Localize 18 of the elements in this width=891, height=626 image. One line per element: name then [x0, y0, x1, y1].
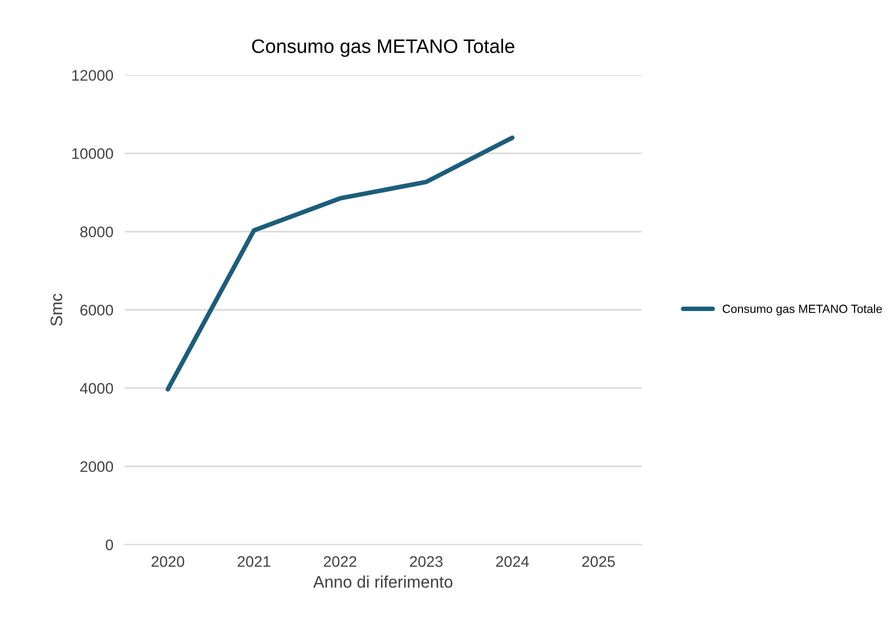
x-tick-label: 2023 — [410, 556, 443, 567]
legend-label: Consumo gas METANO Totale — [722, 304, 882, 316]
y-tick-label: 4000 — [80, 382, 114, 394]
x-axis-title: Anno di riferimento — [313, 576, 452, 588]
x-tick-label: 2022 — [324, 556, 356, 567]
y-tick-label: 2000 — [80, 461, 114, 472]
y-tick-label: 12000 — [72, 70, 114, 81]
chart-title: Consumo gas METANO Totale — [252, 38, 514, 57]
x-tick-label: 2020 — [152, 556, 184, 567]
y-tick-label: 8000 — [80, 226, 114, 238]
x-tick-label: 2024 — [496, 556, 529, 567]
line-series — [166, 135, 515, 392]
x-tick-label: 2025 — [582, 556, 615, 567]
y-tick-label: 10000 — [72, 148, 114, 160]
y-tick-label: 6000 — [80, 304, 114, 316]
y-axis-title: Smc — [50, 294, 62, 326]
x-tick-label: 2021 — [238, 556, 270, 567]
y-tick-label: 0 — [106, 539, 114, 550]
